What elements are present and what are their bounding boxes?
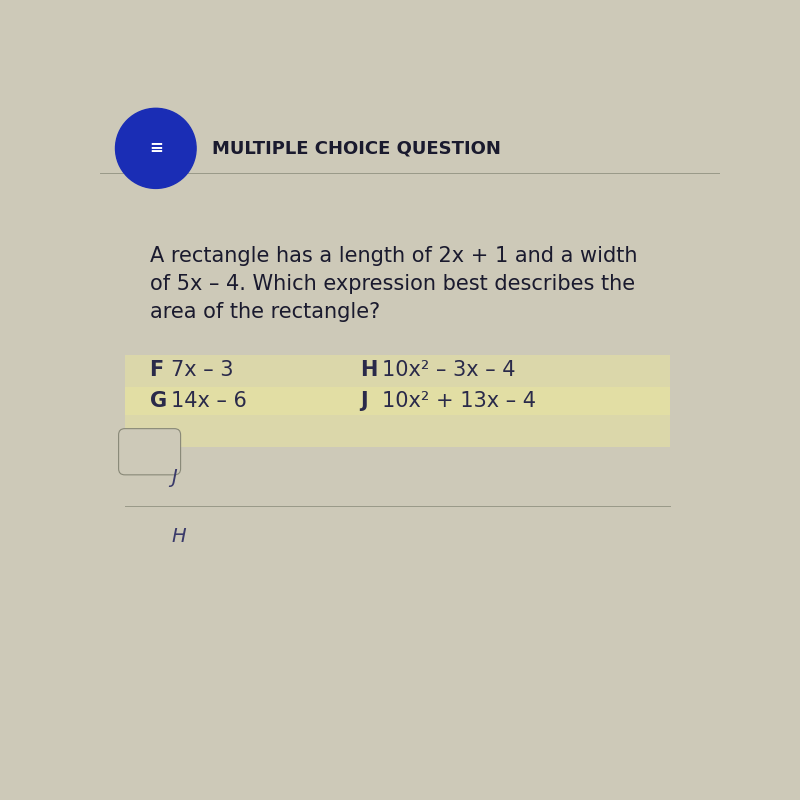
Text: J: J	[360, 391, 368, 411]
Text: ≡: ≡	[149, 139, 162, 158]
FancyBboxPatch shape	[125, 386, 670, 447]
Text: F: F	[150, 360, 164, 380]
FancyBboxPatch shape	[118, 429, 181, 475]
Text: 14x – 6: 14x – 6	[171, 391, 247, 411]
Circle shape	[115, 108, 196, 188]
Text: of 5x – 4. Which expression best describes the: of 5x – 4. Which expression best describ…	[150, 274, 634, 294]
Text: 7x – 3: 7x – 3	[171, 360, 234, 380]
Text: J: J	[171, 469, 177, 487]
Text: A rectangle has a length of 2x + 1 and a width: A rectangle has a length of 2x + 1 and a…	[150, 246, 637, 266]
Text: 10x² – 3x – 4: 10x² – 3x – 4	[382, 360, 516, 380]
Text: H: H	[360, 360, 378, 380]
Text: area of the rectangle?: area of the rectangle?	[150, 302, 380, 322]
Text: MULTIPLE CHOICE QUESTION: MULTIPLE CHOICE QUESTION	[211, 139, 501, 158]
Text: H: H	[171, 527, 186, 546]
Text: G: G	[150, 391, 166, 411]
Text: 10x² + 13x – 4: 10x² + 13x – 4	[382, 391, 536, 411]
FancyBboxPatch shape	[125, 354, 670, 415]
